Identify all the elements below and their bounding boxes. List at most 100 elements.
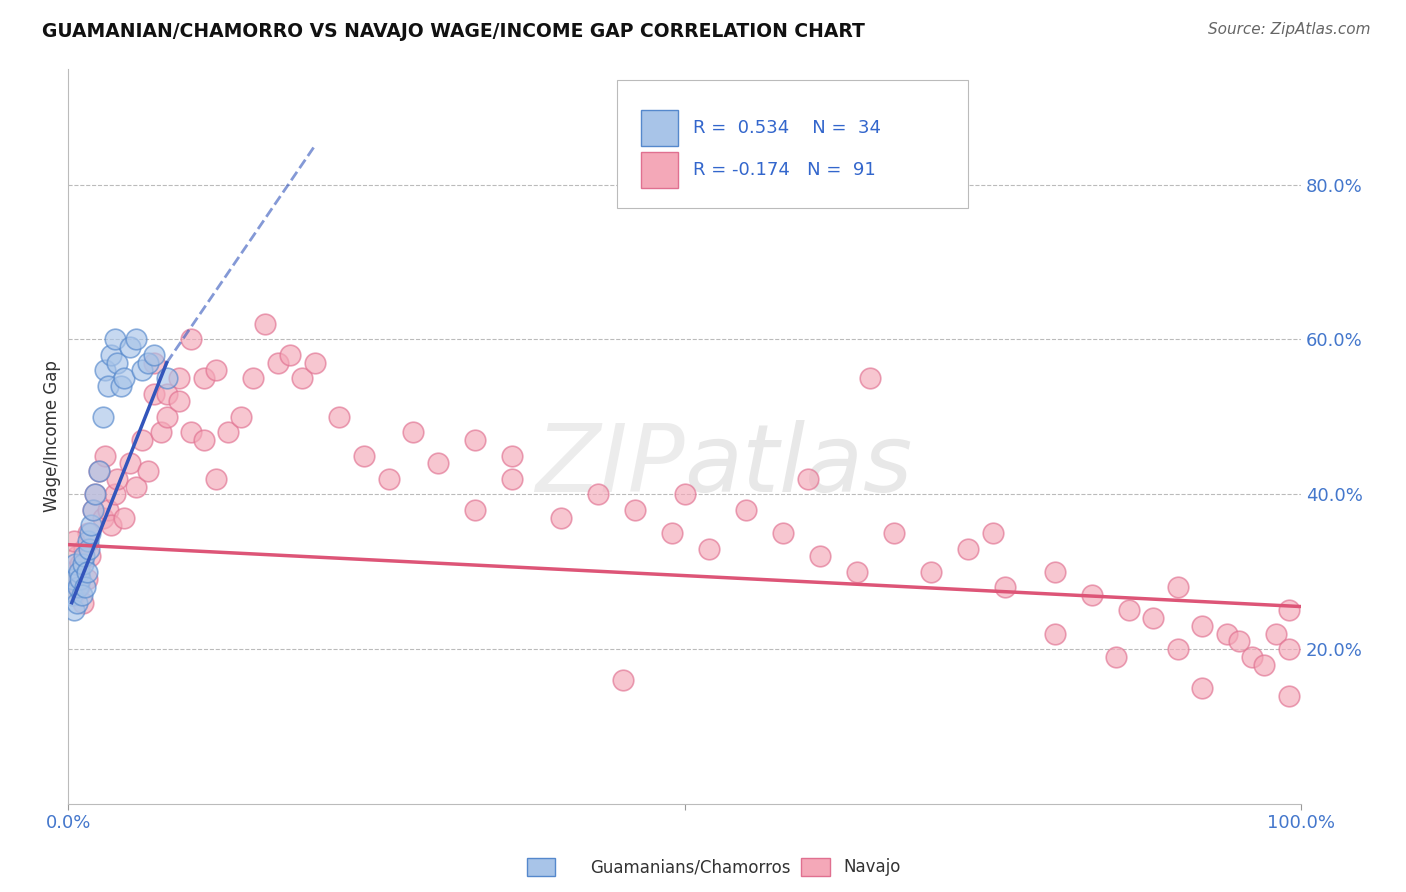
Point: [291, 371, 314, 385]
Y-axis label: Wage/Income Gap: Wage/Income Gap: [44, 360, 60, 512]
Point: [156, 371, 179, 385]
Point: [79, 526, 101, 541]
Point: [735, 503, 758, 517]
Point: [105, 356, 128, 370]
Point: [110, 379, 132, 393]
Point: [858, 371, 880, 385]
Point: [76, 526, 98, 541]
Point: [80, 518, 103, 533]
Point: [100, 518, 122, 533]
Text: R = -0.174   N =  91: R = -0.174 N = 91: [693, 161, 876, 179]
Point: [501, 449, 523, 463]
Point: [1278, 642, 1301, 657]
Point: [112, 510, 135, 524]
Point: [205, 363, 228, 377]
Point: [1240, 649, 1263, 664]
Point: [131, 433, 153, 447]
Point: [105, 472, 128, 486]
Point: [94, 363, 117, 377]
Point: [96, 503, 118, 517]
Point: [1191, 681, 1213, 695]
Point: [62, 573, 84, 587]
Point: [69, 573, 91, 587]
Text: R =  0.534    N =  34: R = 0.534 N = 34: [693, 120, 882, 137]
Point: [72, 557, 94, 571]
Point: [427, 456, 450, 470]
Point: [1167, 642, 1189, 657]
Point: [1265, 626, 1288, 640]
Point: [501, 472, 523, 486]
Point: [1278, 689, 1301, 703]
Point: [60, 588, 83, 602]
Point: [957, 541, 980, 556]
Point: [1278, 603, 1301, 617]
Point: [808, 549, 831, 564]
Point: [82, 503, 104, 517]
Point: [76, 565, 98, 579]
Point: [1167, 580, 1189, 594]
Point: [1229, 634, 1251, 648]
Point: [1043, 565, 1066, 579]
Point: [920, 565, 942, 579]
Point: [229, 409, 252, 424]
Point: [118, 456, 141, 470]
Point: [79, 549, 101, 564]
Point: [125, 333, 148, 347]
FancyBboxPatch shape: [641, 111, 679, 145]
FancyBboxPatch shape: [641, 153, 679, 187]
Point: [94, 449, 117, 463]
Point: [217, 425, 239, 440]
Point: [377, 472, 399, 486]
Point: [76, 533, 98, 548]
Point: [797, 472, 820, 486]
Point: [67, 565, 90, 579]
Text: Navajo: Navajo: [844, 858, 901, 876]
Point: [1216, 626, 1239, 640]
Point: [76, 573, 98, 587]
Point: [87, 464, 110, 478]
Point: [772, 526, 794, 541]
Point: [883, 526, 905, 541]
Point: [328, 409, 350, 424]
Point: [1142, 611, 1164, 625]
Point: [167, 394, 190, 409]
Point: [193, 371, 215, 385]
Point: [112, 371, 135, 385]
Point: [131, 363, 153, 377]
Point: [73, 549, 96, 564]
Point: [96, 379, 118, 393]
Point: [267, 356, 290, 370]
Point: [75, 580, 97, 594]
Point: [84, 487, 107, 501]
Point: [304, 356, 326, 370]
Point: [66, 596, 89, 610]
Point: [353, 449, 375, 463]
Point: [1118, 603, 1140, 617]
Point: [846, 565, 869, 579]
Point: [84, 487, 107, 501]
Point: [91, 510, 114, 524]
Point: [65, 557, 87, 571]
Point: [143, 386, 166, 401]
Point: [63, 588, 86, 602]
Point: [60, 565, 83, 579]
Point: [624, 503, 647, 517]
Point: [63, 603, 86, 617]
Text: ZIP: ZIP: [534, 420, 685, 511]
Text: Guamanians/Chamorros: Guamanians/Chamorros: [591, 858, 792, 876]
Text: atlas: atlas: [685, 420, 912, 511]
Text: Source: ZipAtlas.com: Source: ZipAtlas.com: [1208, 22, 1371, 37]
Point: [1253, 657, 1275, 672]
Point: [125, 479, 148, 493]
Point: [87, 464, 110, 478]
Point: [981, 526, 1004, 541]
Point: [994, 580, 1017, 594]
Point: [1105, 649, 1128, 664]
Point: [180, 425, 202, 440]
Point: [100, 348, 122, 362]
Point: [136, 356, 159, 370]
Point: [63, 533, 86, 548]
Point: [143, 348, 166, 362]
Point: [136, 464, 159, 478]
Point: [156, 409, 179, 424]
